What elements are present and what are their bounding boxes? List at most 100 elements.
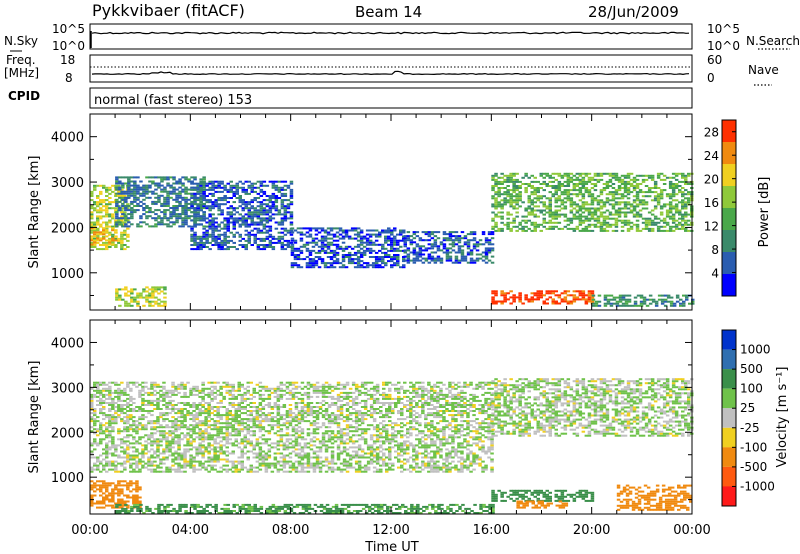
echo-cell xyxy=(563,172,568,175)
cpid-frame xyxy=(89,87,693,109)
echo-cell xyxy=(126,207,130,210)
y-tick-label: 4000 xyxy=(51,131,84,146)
echo-cell xyxy=(238,199,242,202)
echo-cell xyxy=(406,237,411,240)
echo-cell xyxy=(403,245,407,248)
echo-cell xyxy=(548,205,552,208)
echo-cell xyxy=(156,420,160,423)
echo-cell xyxy=(675,296,680,299)
echo-cell xyxy=(133,184,137,187)
echo-cell xyxy=(135,410,139,412)
echo-cell xyxy=(621,294,626,297)
echo-cell xyxy=(250,233,254,236)
echo-cell xyxy=(314,256,319,258)
echo-cell xyxy=(226,241,230,244)
echo-cell xyxy=(527,195,531,198)
echo-cell xyxy=(93,383,97,386)
echo-cell xyxy=(150,399,154,402)
echo-cell xyxy=(177,446,181,449)
echo-cell xyxy=(612,298,617,301)
echo-cell xyxy=(593,207,598,210)
echo-cell xyxy=(433,235,438,238)
echo-cell xyxy=(168,454,172,457)
echo-cell xyxy=(246,430,250,433)
echo-cell xyxy=(226,221,230,224)
echo-cell xyxy=(261,428,266,431)
echo-cell xyxy=(672,302,677,305)
echo-cell xyxy=(691,302,695,305)
echo-cell xyxy=(280,199,285,202)
echo-cell xyxy=(560,185,565,187)
echo-cell xyxy=(133,288,137,291)
echo-cell xyxy=(222,426,226,429)
echo-cell xyxy=(180,387,184,390)
echo-cell xyxy=(117,416,121,419)
echo-cell xyxy=(308,249,313,252)
echo-cell xyxy=(406,247,411,250)
echo-cell xyxy=(231,466,235,469)
echo-cell xyxy=(608,172,613,175)
echo-cell xyxy=(96,428,100,431)
echo-cell xyxy=(548,185,552,187)
echo-cell xyxy=(139,215,143,218)
echo-cell xyxy=(187,198,191,201)
echo-cell xyxy=(216,414,220,417)
echo-cell xyxy=(593,213,598,216)
echo-cell xyxy=(247,184,251,187)
echo-cell xyxy=(171,389,175,392)
echo-cell xyxy=(341,260,346,263)
echo-cell xyxy=(237,383,241,386)
echo-cell xyxy=(593,197,598,200)
echo-cell xyxy=(96,466,100,469)
echo-cell xyxy=(121,217,125,220)
echo-cell xyxy=(617,211,622,214)
echo-cell xyxy=(563,193,568,196)
echo-cell xyxy=(506,176,510,179)
echo-cell xyxy=(240,408,244,410)
echo-cell xyxy=(93,418,97,421)
echo-cell xyxy=(566,189,571,192)
echo-cell xyxy=(332,262,337,265)
echo-cell xyxy=(232,190,236,193)
echo-cell xyxy=(153,385,157,388)
echo-cell xyxy=(196,209,200,212)
echo-cell xyxy=(681,195,685,198)
echo-cell xyxy=(647,191,652,194)
echo-cell xyxy=(662,217,667,220)
echo-cell xyxy=(111,436,115,439)
echo-cell xyxy=(147,460,151,463)
echo-cell xyxy=(165,438,169,441)
echo-cell xyxy=(129,397,133,400)
echo-cell xyxy=(359,243,364,246)
echo-cell xyxy=(551,290,555,293)
echo-cell xyxy=(186,434,190,437)
echo-cell xyxy=(145,207,149,209)
echo-cell xyxy=(620,221,625,224)
echo-cell xyxy=(114,219,118,222)
echo-cell xyxy=(207,442,211,445)
echo-cell xyxy=(168,446,172,449)
echo-cell xyxy=(639,302,644,305)
echo-cell xyxy=(457,235,462,238)
echo-cell xyxy=(606,302,611,305)
echo-cell xyxy=(123,468,127,471)
echo-cell xyxy=(123,466,127,469)
echo-cell xyxy=(623,191,628,194)
echo-cell xyxy=(123,428,127,431)
echo-cell xyxy=(253,233,257,236)
echo-cell xyxy=(190,186,194,189)
echo-cell xyxy=(632,223,637,226)
echo-cell xyxy=(162,430,166,433)
echo-cell xyxy=(172,209,176,212)
echo-cell xyxy=(335,235,340,238)
echo-cell xyxy=(566,219,571,222)
echo-cell xyxy=(584,174,589,177)
echo-cell xyxy=(387,227,391,230)
echo-cell xyxy=(189,462,193,465)
echo-cell xyxy=(204,387,208,390)
echo-cell xyxy=(280,213,285,216)
echo-cell xyxy=(536,187,540,189)
echo-cell xyxy=(132,420,136,423)
echo-cell xyxy=(120,188,124,191)
echo-cell xyxy=(678,191,682,194)
